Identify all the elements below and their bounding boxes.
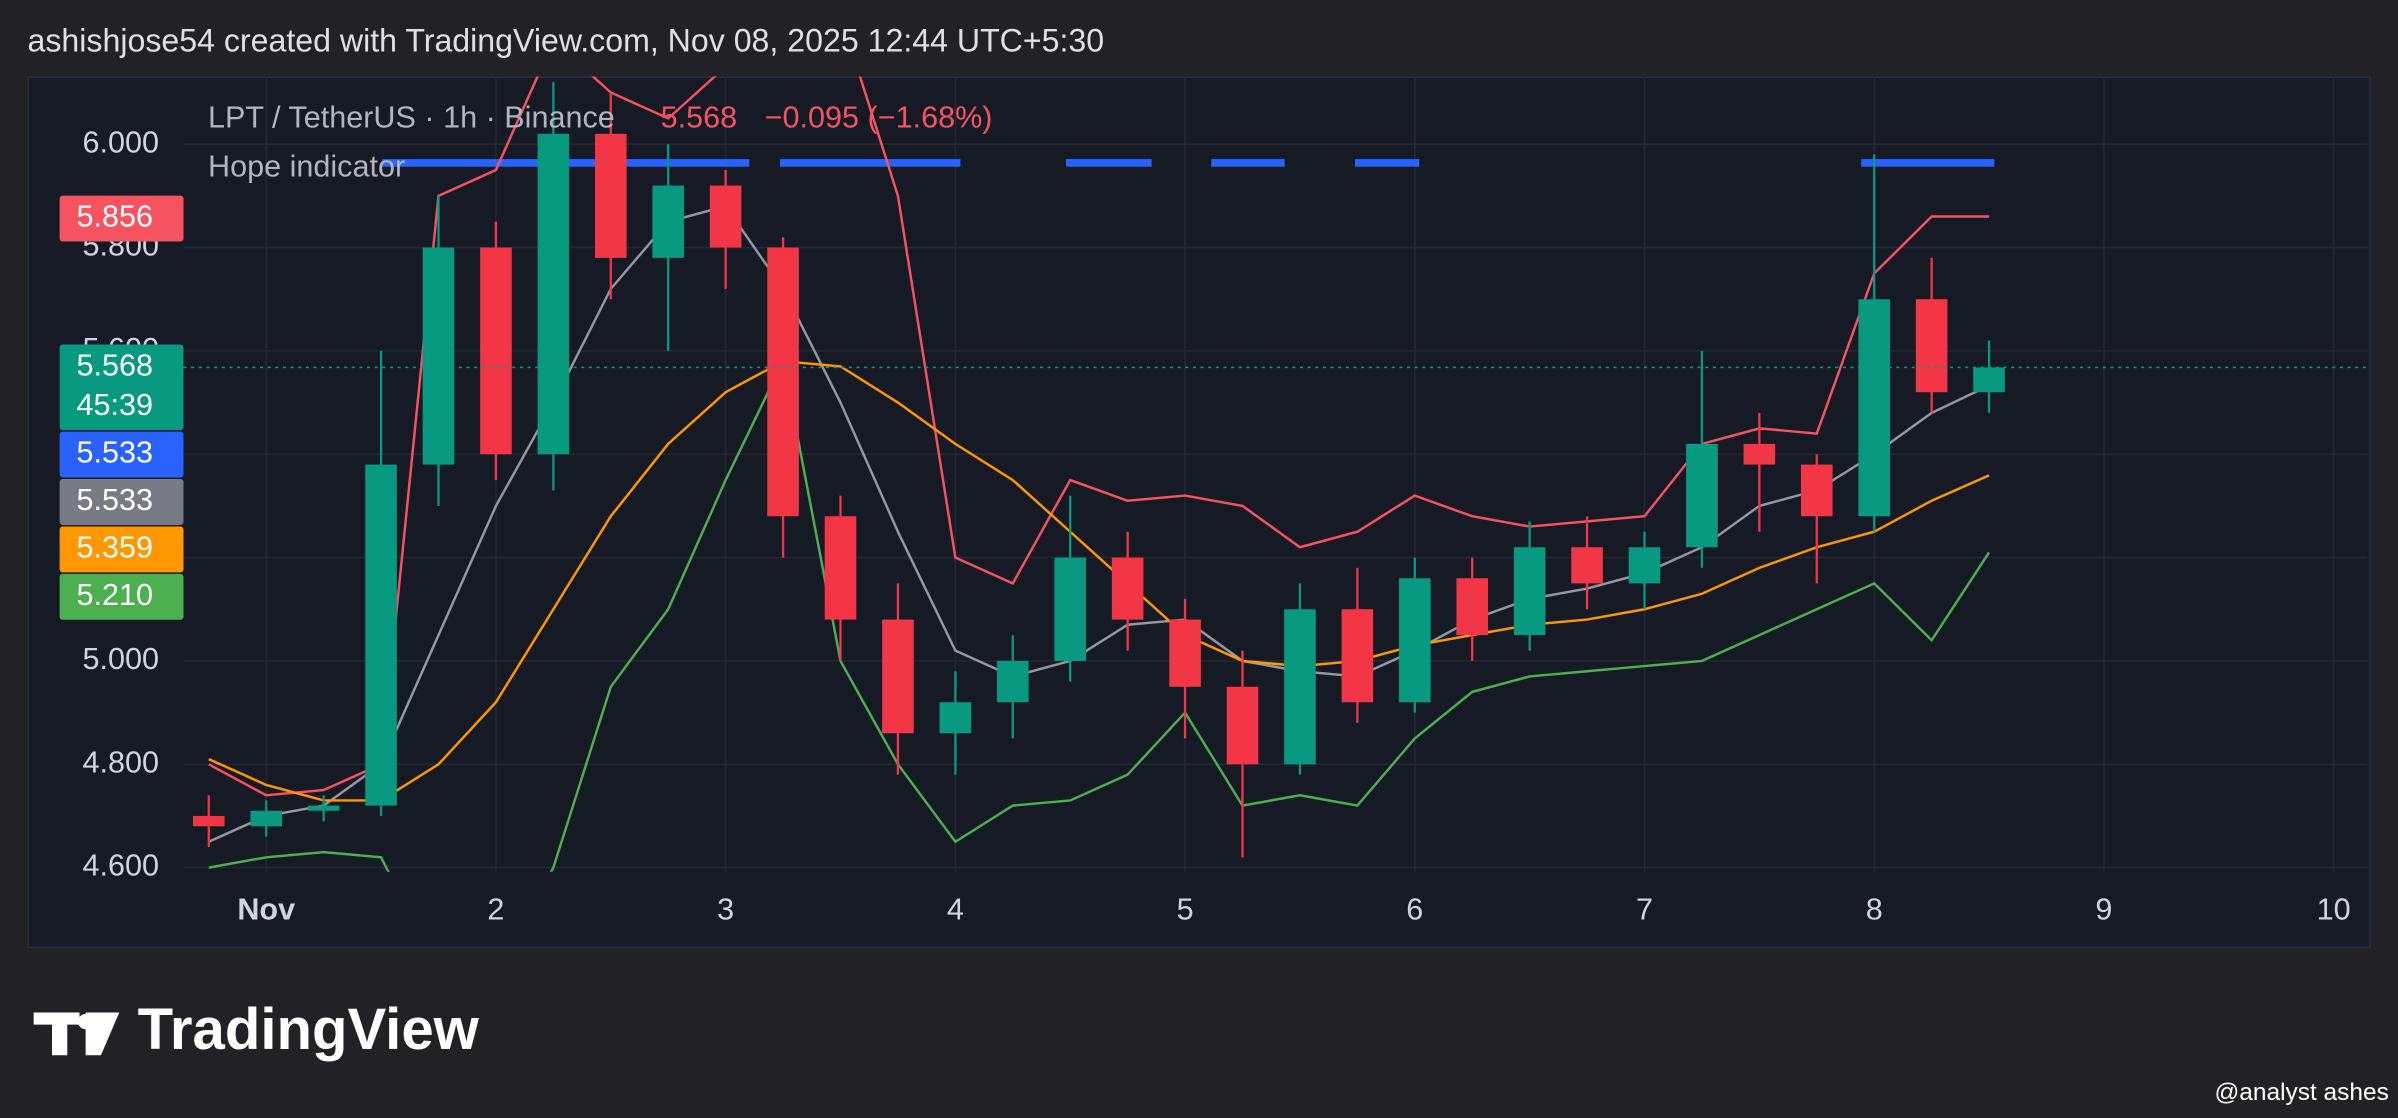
candle-body [882, 619, 914, 734]
legend-change: −0.095 (−1.68%) [765, 100, 993, 134]
x-tick-label: 8 [1866, 893, 1883, 927]
candle-body [480, 247, 512, 455]
candle-body [1973, 367, 2005, 393]
candle-body [1571, 547, 1603, 584]
candle-body [537, 133, 570, 455]
x-tick-label: 3 [717, 893, 734, 927]
price-label: 5.533 [76, 483, 153, 517]
brand-logo [33, 1012, 120, 1056]
price-countdown: 45:39 [76, 388, 153, 422]
x-tick-label: 5 [1177, 893, 1194, 927]
candle-body [1111, 557, 1144, 620]
chart-panel [27, 76, 2371, 949]
price-label-box [59, 431, 184, 478]
candle-body [1858, 299, 1891, 517]
price-label: 5.856 [76, 200, 153, 234]
candle-body [1800, 464, 1833, 517]
x-tick-label: 2 [487, 893, 504, 927]
brand: TradingView [138, 997, 480, 1062]
candle-body [996, 660, 1029, 703]
candle-body [250, 810, 283, 827]
x-tick-label: Nov [237, 893, 295, 927]
legend-indicator: Hope indicator [208, 149, 405, 183]
candle-body [1456, 578, 1489, 636]
price-label-box [59, 195, 184, 242]
candle-body [709, 185, 742, 248]
axis-labels: 4.6004.8005.0005.2005.4005.6005.8006.000… [59, 125, 2351, 927]
x-tick-label: 6 [1406, 893, 1423, 927]
price-label-box [59, 479, 184, 525]
candle-body [1513, 547, 1546, 636]
price-label-box [59, 526, 184, 573]
price-label: 5.359 [76, 530, 153, 564]
candle-body [422, 247, 455, 465]
candle-body [1054, 557, 1087, 661]
price-label: 5.533 [76, 436, 153, 470]
plot [183, 76, 2368, 872]
indicator-line [208, 359, 1990, 802]
watermark: @analyst ashes [2214, 1079, 2388, 1106]
candle-body [767, 247, 799, 517]
candle-body [1628, 547, 1661, 584]
legend-symbol: LPT / TetherUS · 1h · Binance [208, 100, 615, 134]
candle-body [939, 702, 972, 734]
price-label-box [59, 573, 184, 620]
candle-body [1284, 609, 1316, 765]
candle-body [594, 133, 627, 258]
legend-last: 5.568 [661, 100, 738, 134]
candle-body [1226, 686, 1259, 765]
candle-body [365, 464, 397, 806]
y-tick-label: 4.800 [83, 745, 160, 779]
header: ashishjose54 created with TradingView.co… [28, 22, 1105, 58]
candle-body [1398, 578, 1431, 703]
candle-body [1341, 609, 1374, 703]
candle-body [1743, 443, 1776, 465]
candle-body [652, 185, 685, 258]
y-tick-label: 6.000 [83, 125, 160, 159]
x-tick-label: 4 [947, 893, 964, 927]
price-label: 5.210 [76, 578, 153, 612]
indicator-line [208, 204, 1990, 843]
candle-body [824, 516, 857, 620]
indicator-line [208, 357, 1991, 872]
candle-body [307, 805, 340, 811]
candle-body [1686, 443, 1718, 548]
x-tick-label: 7 [1636, 893, 1653, 927]
candle-body [1169, 619, 1201, 687]
y-tick-label: 5.000 [83, 642, 160, 676]
price-label: 5.568 [76, 348, 153, 382]
x-tick-label: 10 [2317, 893, 2351, 927]
x-tick-label: 9 [2095, 893, 2112, 927]
price-label-box [59, 344, 184, 431]
candle-body [192, 815, 225, 827]
candle-body [1915, 299, 1948, 393]
y-tick-label: 4.600 [83, 849, 160, 883]
